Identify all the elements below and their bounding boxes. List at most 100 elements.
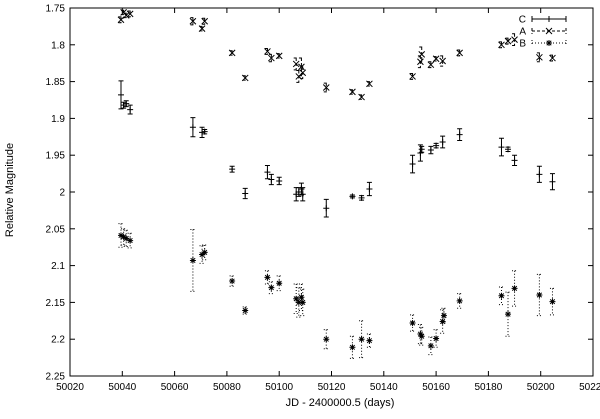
data-point xyxy=(268,281,275,295)
data-point xyxy=(122,12,130,19)
data-point xyxy=(366,181,373,197)
data-point xyxy=(229,275,236,287)
point-marker xyxy=(456,131,463,138)
error-bar xyxy=(498,286,504,306)
point-marker xyxy=(117,232,124,239)
point-marker xyxy=(189,17,197,25)
legend-label: C xyxy=(519,15,526,26)
data-point xyxy=(549,287,556,316)
point-marker xyxy=(432,55,440,63)
point-marker xyxy=(440,312,447,319)
x-tick-label: 50200 xyxy=(527,382,555,393)
data-point xyxy=(417,323,424,345)
point-marker xyxy=(268,54,275,62)
point-marker xyxy=(504,37,512,45)
x-tick-label: 50080 xyxy=(213,382,241,393)
data-point xyxy=(127,232,134,249)
point-marker xyxy=(299,299,306,306)
point-marker xyxy=(511,36,518,44)
data-point xyxy=(417,144,424,162)
data-point xyxy=(268,53,275,63)
point-marker xyxy=(505,146,512,153)
point-marker xyxy=(123,235,130,242)
point-marker xyxy=(127,237,134,244)
legend: CAB xyxy=(519,15,567,50)
data-point xyxy=(293,187,300,202)
error-bar xyxy=(323,82,329,93)
point-marker xyxy=(427,342,434,349)
data-point xyxy=(511,154,518,167)
y-tick-label: 1.8 xyxy=(51,40,65,51)
point-marker xyxy=(276,177,283,184)
data-point xyxy=(120,101,127,109)
point-marker xyxy=(439,138,446,145)
data-point xyxy=(322,82,330,93)
data-point xyxy=(511,270,518,307)
point-marker xyxy=(264,48,271,55)
legend-label: A xyxy=(519,27,526,38)
point-marker xyxy=(198,25,206,32)
data-point xyxy=(268,173,275,186)
point-marker xyxy=(358,336,365,343)
data-point xyxy=(229,165,236,173)
data-point xyxy=(536,273,543,317)
point-marker xyxy=(292,60,300,68)
data-point xyxy=(511,33,518,47)
y-tick-label: 2.1 xyxy=(51,261,65,272)
error-bar xyxy=(268,281,274,295)
point-marker xyxy=(323,336,330,343)
data-point xyxy=(358,93,365,101)
y-tick-label: 2 xyxy=(59,188,65,199)
point-marker xyxy=(439,57,446,65)
point-marker xyxy=(242,307,249,314)
point-marker xyxy=(511,157,518,164)
point-marker xyxy=(536,171,543,178)
point-marker xyxy=(120,233,127,240)
series-C xyxy=(117,80,556,218)
series-A xyxy=(117,9,556,101)
error-bar xyxy=(229,275,235,287)
error-bar xyxy=(428,336,434,356)
y-tick-label: 1.75 xyxy=(46,4,66,15)
data-point xyxy=(199,245,206,264)
data-point xyxy=(276,176,283,186)
data-point xyxy=(498,41,505,49)
point-marker xyxy=(418,333,425,340)
plot-border xyxy=(69,7,594,377)
error-bar xyxy=(410,314,416,332)
point-marker xyxy=(323,205,330,212)
data-point xyxy=(323,198,330,218)
error-bar xyxy=(268,53,274,63)
point-marker xyxy=(417,149,424,156)
series-B xyxy=(117,223,556,359)
point-marker xyxy=(117,16,125,24)
error-bar xyxy=(127,232,133,249)
data-point xyxy=(432,55,440,63)
point-marker xyxy=(366,337,373,344)
error-bar xyxy=(296,287,302,318)
point-marker xyxy=(299,191,306,198)
point-marker xyxy=(189,124,196,131)
data-point xyxy=(298,182,305,196)
point-marker xyxy=(505,311,512,318)
data-point xyxy=(323,329,330,350)
point-marker xyxy=(201,17,209,25)
data-point xyxy=(299,288,306,317)
point-marker xyxy=(229,166,236,173)
data-point xyxy=(456,128,463,141)
point-marker xyxy=(123,100,130,107)
data-point xyxy=(242,187,249,200)
data-point xyxy=(228,49,236,57)
point-marker xyxy=(241,74,249,82)
point-marker xyxy=(199,129,206,136)
error-bar xyxy=(505,291,511,337)
data-point xyxy=(418,145,425,153)
legend-label: B xyxy=(519,39,526,50)
point-marker xyxy=(498,41,505,49)
data-point xyxy=(456,49,463,57)
point-marker xyxy=(295,299,302,306)
data-point xyxy=(358,320,365,359)
data-point xyxy=(439,135,446,149)
error-bar xyxy=(441,307,447,324)
error-bar xyxy=(300,288,306,317)
